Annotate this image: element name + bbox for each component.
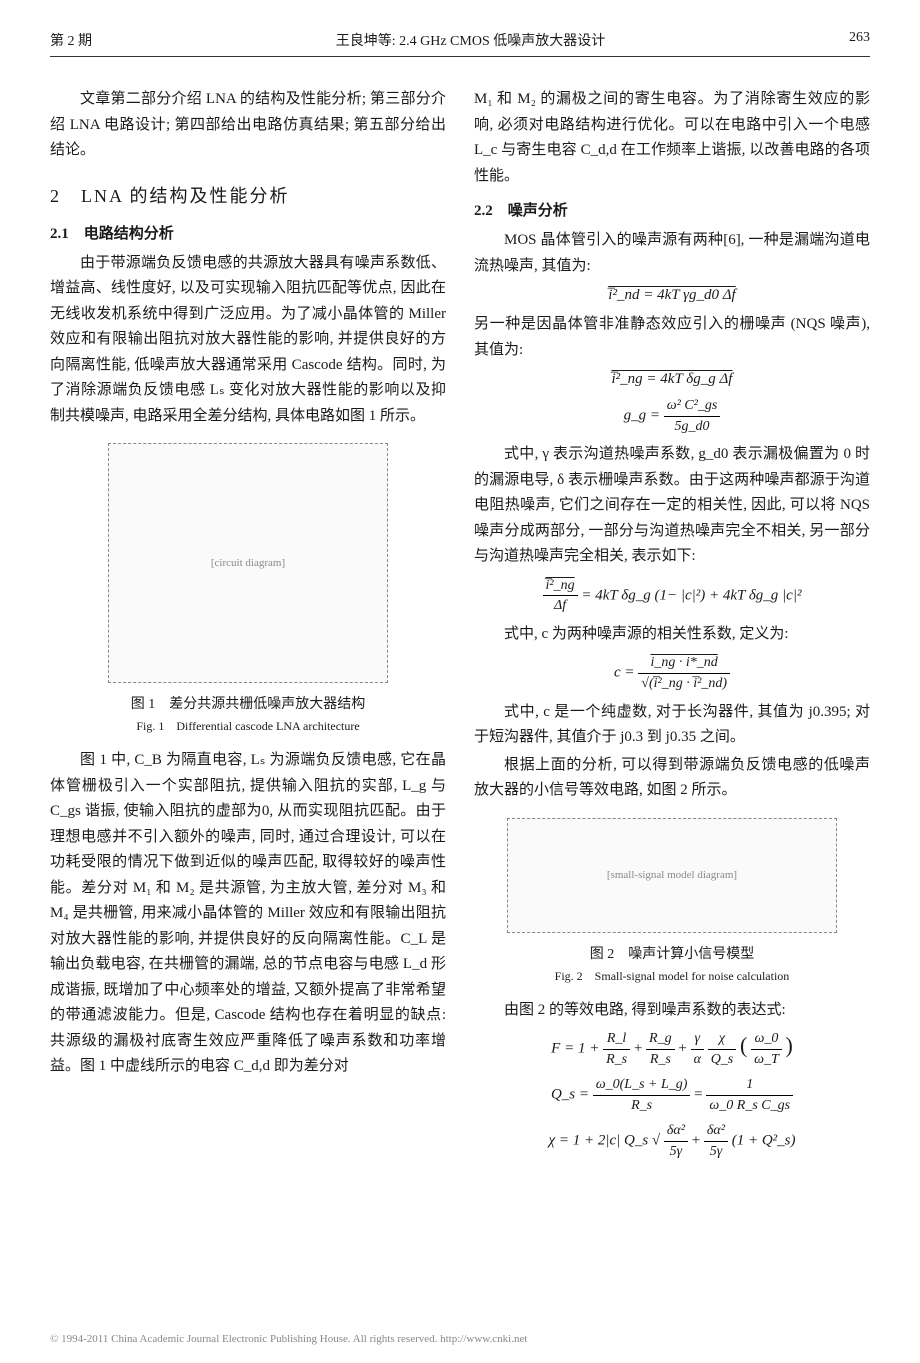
equation-F-t3c-den: ω_T <box>751 1050 782 1070</box>
section-2-2-title: 2.2 噪声分析 <box>474 199 870 220</box>
equation-chi-t2-num: δα² <box>704 1121 728 1142</box>
equation-Qs-den1: R_s <box>593 1096 691 1116</box>
section-2-title: 2 LNA 的结构及性能分析 <box>50 182 446 208</box>
issue-number: 第 2 期 <box>50 30 92 50</box>
equation-Qs-num2: 1 <box>706 1075 793 1096</box>
equation-F-t2-num: R_g <box>646 1029 675 1050</box>
section-2-2-para1: MOS 晶体管引入的噪声源有两种[6], 一种是漏端沟道电流热噪声, 其值为: <box>474 228 870 279</box>
equation-chi-t1-num: δα² <box>664 1121 688 1142</box>
equation-chi: χ = 1 + 2|c| Q_s √ δα²5γ + δα²5γ (1 + Q²… <box>474 1121 870 1161</box>
equation-ind-text: i̅²_nd = 4kT γg_d0 Δf <box>608 287 735 303</box>
equation-chi-left: χ = 1 + 2|c| Q_s <box>548 1133 651 1149</box>
equation-ind: i̅²_nd = 4kT γg_d0 Δf <box>474 285 870 306</box>
equation-Qs: Q_s = ω_0(L_s + L_g)R_s = 1ω_0 R_s C_gs <box>474 1075 870 1115</box>
copyright-footer: © 1994-2011 China Academic Journal Elect… <box>50 1333 870 1345</box>
figure-1: [circuit diagram] 图 1 差分共源共栅低噪声放大器结构 Fig… <box>50 443 446 734</box>
equation-chi-tail: (1 + Q²_s) <box>732 1133 796 1149</box>
figure-2-image: [small-signal model diagram] <box>507 818 837 933</box>
figure-1-caption-en: Fig. 1 Differential cascode LNA architec… <box>50 717 446 734</box>
equation-c: c = i_ng · i*_nd √(i̅²_ng · i̅²_nd) <box>474 653 870 693</box>
two-column-layout: 文章第二部分介绍 LNA 的结构及性能分析; 第三部分介绍 LNA 电路设计; … <box>50 87 870 1168</box>
equation-F-t3b-num: χ <box>708 1029 737 1050</box>
equation-ing-split-den: Δf <box>543 596 578 616</box>
intro-paragraph: 文章第二部分介绍 LNA 的结构及性能分析; 第三部分介绍 LNA 电路设计; … <box>50 87 446 164</box>
equation-ing-text: i̅²_ng = 4kT δg_g Δf <box>612 371 733 387</box>
section-2-2-para3: 式中, γ 表示沟道热噪声系数, g_d0 表示漏极偏置为 0 时的漏源电导, … <box>474 442 870 570</box>
section-2-1-para: 由于带源端负反馈电感的共源放大器具有噪声系数低、增益高、线性度好, 以及可实现输… <box>50 251 446 430</box>
equation-F: F = 1 + R_lR_s + R_gR_s + γα χQ_s ( ω_0ω… <box>474 1029 870 1069</box>
equation-F-t3b-den: Q_s <box>708 1050 737 1070</box>
equation-c-den: √(i̅²_ng · i̅²_nd) <box>638 674 730 694</box>
section-2-2-para4: 式中, c 为两种噪声源的相关性系数, 定义为: <box>474 622 870 648</box>
equation-ing-split: i̅²_ng Δf = 4kT δg_g (1− |c|²) + 4kT δg_… <box>474 576 870 616</box>
left-column: 文章第二部分介绍 LNA 的结构及性能分析; 第三部分介绍 LNA 电路设计; … <box>50 87 446 1168</box>
equation-gg: g_g = ω² C²_gs 5g_d0 <box>474 396 870 436</box>
figure-1-discussion: 图 1 中, C_B 为隔直电容, Lₛ 为源端负反馈电感, 它在晶体管栅极引入… <box>50 748 446 1080</box>
figure-2-caption-en: Fig. 2 Small-signal model for noise calc… <box>474 967 870 984</box>
equation-Qs-num1: ω_0(L_s + L_g) <box>593 1075 691 1096</box>
equation-F-t3c-num: ω_0 <box>751 1029 782 1050</box>
figure-2-caption-cn: 图 2 噪声计算小信号模型 <box>474 943 870 963</box>
page-number: 263 <box>849 30 870 50</box>
equation-Qs-left: Q_s = <box>551 1087 593 1103</box>
running-title: 王良坤等: 2.4 GHz CMOS 低噪声放大器设计 <box>92 30 849 50</box>
equation-chi-t2-den: 5γ <box>704 1142 728 1162</box>
section-2-2-para7: 由图 2 的等效电路, 得到噪声系数的表达式: <box>474 998 870 1024</box>
equation-gg-den: 5g_d0 <box>664 417 721 437</box>
equation-F-t3a-num: γ <box>691 1029 704 1050</box>
equation-F-t3a-den: α <box>691 1050 704 1070</box>
col2-top-para: M₁ 和 M₂ 的漏极之间的寄生电容。为了消除寄生效应的影响, 必须对电路结构进… <box>474 87 870 189</box>
equation-F-t1-num: R_l <box>603 1029 630 1050</box>
equation-ing-split-num: i̅²_ng <box>543 576 578 597</box>
right-column: M₁ 和 M₂ 的漏极之间的寄生电容。为了消除寄生效应的影响, 必须对电路结构进… <box>474 87 870 1168</box>
equation-c-num: i_ng · i*_nd <box>638 653 730 674</box>
equation-F-t1-den: R_s <box>603 1050 630 1070</box>
equation-chi-t1-den: 5γ <box>664 1142 688 1162</box>
section-2-2-para6: 根据上面的分析, 可以得到带源端负反馈电感的低噪声放大器的小信号等效电路, 如图… <box>474 753 870 804</box>
figure-1-caption-cn: 图 1 差分共源共栅低噪声放大器结构 <box>50 693 446 713</box>
equation-gg-num: ω² C²_gs <box>664 396 721 417</box>
equation-ing: i̅²_ng = 4kT δg_g Δf <box>474 369 870 390</box>
equation-F-t2-den: R_s <box>646 1050 675 1070</box>
section-2-2-para2: 另一种是因晶体管非准静态效应引入的栅噪声 (NQS 噪声), 其值为: <box>474 312 870 363</box>
equation-gg-label: g_g = <box>624 408 660 424</box>
equation-c-label: c = <box>614 665 638 681</box>
section-2-2-para5: 式中, c 是一个纯虚数, 对于长沟器件, 其值为 j0.395; 对于短沟器件… <box>474 700 870 751</box>
equation-Qs-den2: ω_0 R_s C_gs <box>706 1096 793 1116</box>
section-2-1-title: 2.1 电路结构分析 <box>50 222 446 243</box>
equation-F-left: F = 1 + <box>551 1041 603 1057</box>
figure-1-image: [circuit diagram] <box>108 443 388 683</box>
figure-2: [small-signal model diagram] 图 2 噪声计算小信号… <box>474 818 870 984</box>
page-header: 第 2 期 王良坤等: 2.4 GHz CMOS 低噪声放大器设计 263 <box>50 30 870 57</box>
equation-ing-split-rhs: = 4kT δg_g (1− |c|²) + 4kT δg_g |c|² <box>581 587 801 603</box>
